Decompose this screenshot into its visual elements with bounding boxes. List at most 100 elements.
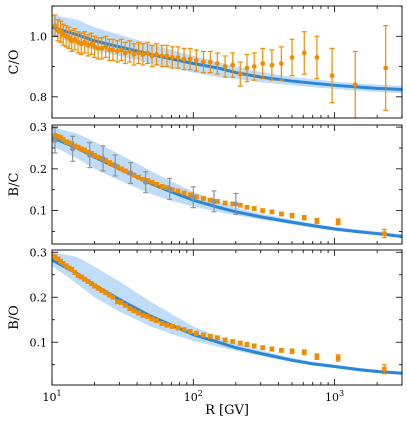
x-axis-label: R [GV] (205, 403, 249, 418)
data-point (55, 133, 61, 139)
data-point (72, 36, 78, 42)
data-point (201, 59, 206, 65)
data-point (127, 49, 133, 54)
data-point (85, 149, 91, 155)
x-tick-label: 102 (184, 389, 203, 404)
model-band (52, 252, 402, 375)
data-point (154, 52, 160, 57)
data-point (335, 219, 341, 225)
data-point (181, 56, 187, 62)
data-point (269, 346, 275, 352)
data-point (136, 174, 141, 180)
data-point (251, 64, 257, 69)
data-point (136, 50, 141, 56)
y-tick-label: 1.0 (30, 30, 48, 43)
data-point (301, 50, 307, 56)
data-point (88, 41, 94, 47)
data-point (78, 274, 84, 280)
data-point (63, 139, 69, 145)
data-point (69, 267, 75, 272)
y-tick-label: 0.3 (30, 121, 48, 134)
data-point (66, 140, 72, 146)
data-point (72, 270, 78, 275)
data-point (187, 329, 193, 334)
data-point (72, 143, 78, 149)
data-point (279, 348, 284, 353)
data-point (382, 231, 387, 236)
data-point (260, 345, 266, 350)
model-line (52, 25, 402, 92)
data-point (230, 201, 235, 207)
plot-area (52, 14, 402, 118)
data-point (335, 355, 341, 361)
data-point (128, 170, 134, 176)
data-point (175, 325, 181, 331)
data-point (119, 300, 124, 305)
data-point (110, 47, 116, 53)
data-point (145, 314, 150, 319)
data-point (92, 283, 97, 289)
data-point (301, 349, 307, 355)
data-point (314, 55, 320, 60)
data-point (175, 188, 181, 194)
data-point (164, 322, 170, 328)
data-point (181, 327, 187, 332)
y-axis-label: B/C (7, 173, 22, 197)
data-point (143, 179, 149, 185)
data-point (201, 332, 206, 338)
data-point (58, 135, 63, 140)
data-point (167, 186, 173, 192)
data-point (159, 53, 165, 59)
data-point (159, 321, 165, 326)
plot-area (52, 252, 402, 375)
data-point (269, 209, 275, 215)
data-point (244, 65, 250, 71)
y-tick-label: 0.1 (30, 205, 48, 218)
data-point (70, 146, 76, 152)
axes-frame (51, 124, 403, 245)
data-point (95, 285, 101, 291)
model-line (52, 136, 402, 238)
data-point (114, 49, 120, 54)
data-point (52, 137, 58, 144)
data-point (60, 137, 66, 142)
data-point (75, 144, 81, 150)
y-tick-label: 0.8 (30, 91, 48, 104)
data-point (107, 47, 112, 53)
data-point (382, 366, 387, 372)
data-point (230, 339, 235, 344)
data-point (100, 155, 106, 162)
data-point (78, 146, 84, 152)
data-point (314, 354, 320, 359)
x-tick-label: 103 (325, 389, 344, 404)
y-tick-label: 0.2 (30, 291, 48, 304)
data-point (140, 176, 146, 182)
data-point (352, 82, 358, 88)
data-point (169, 324, 175, 329)
x-tick-label: 101 (42, 389, 61, 404)
data-point (215, 199, 220, 204)
data-point (230, 62, 236, 68)
data-point (127, 306, 133, 311)
data-point (187, 56, 193, 62)
data-point (193, 330, 199, 336)
data-point (237, 71, 243, 77)
data-point (99, 45, 105, 51)
data-point (85, 279, 91, 284)
data-point (119, 166, 124, 172)
data-point (136, 310, 141, 316)
data-point (82, 39, 87, 45)
data-point (52, 23, 58, 29)
y-axis-label: C/O (7, 50, 22, 75)
data-point (55, 256, 61, 262)
data-point (329, 73, 335, 79)
data-point (87, 152, 93, 158)
data-point (289, 55, 295, 60)
data-point (251, 343, 257, 349)
panel-c-o: 0.8 1.0 C/O (7, 5, 403, 119)
data-point (222, 64, 228, 69)
data-point (278, 61, 284, 66)
y-tick-label: 0.2 (30, 163, 48, 176)
data-point (103, 158, 109, 163)
